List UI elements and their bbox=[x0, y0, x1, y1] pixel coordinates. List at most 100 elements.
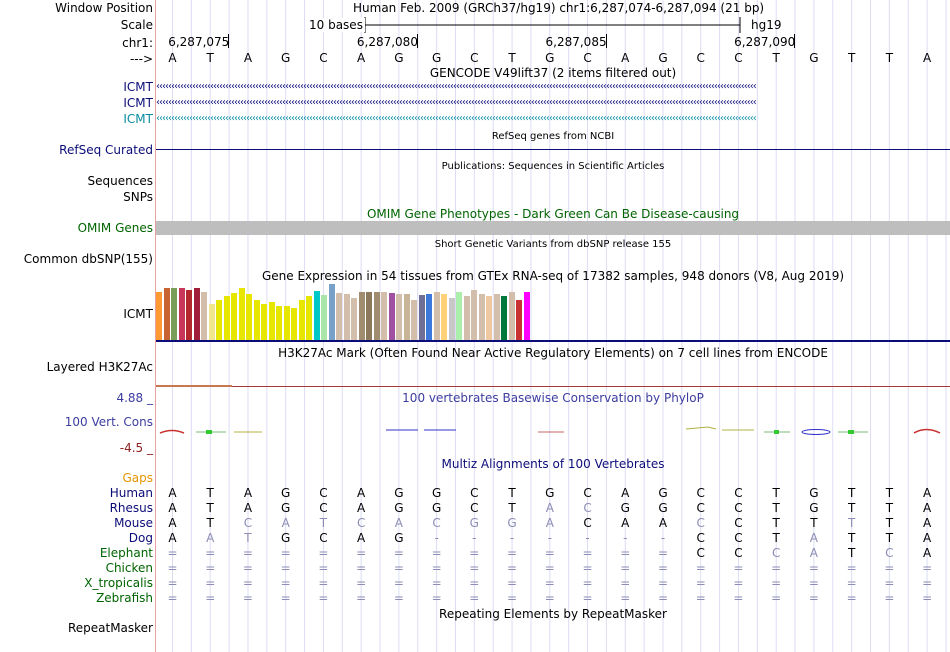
gtex-tissue-bar[interactable] bbox=[366, 292, 372, 340]
gtex-tissue-bar[interactable] bbox=[508, 292, 515, 340]
multiz-species-row[interactable]: = = = = = = = = = = = = = = = = = = = = = bbox=[156, 576, 950, 590]
gtex-tissue-bar[interactable] bbox=[418, 295, 425, 340]
repeatmasker-title[interactable]: Repeating Elements by RepeatMasker bbox=[439, 607, 667, 621]
multiz-species-label[interactable]: X_tropicalis bbox=[84, 576, 153, 590]
gtex-tissue-bar[interactable] bbox=[291, 308, 297, 340]
gtex-tissue-bar[interactable] bbox=[171, 288, 177, 340]
gtex-tissue-bar[interactable] bbox=[276, 306, 282, 340]
publications-sequences-label[interactable]: Sequences bbox=[87, 174, 153, 188]
gtex-tissue-bar[interactable] bbox=[306, 296, 312, 340]
window-position-value[interactable]: Human Feb. 2009 (GRCh37/hg19) chr1:6,287… bbox=[353, 1, 765, 15]
gtex-tissue-bar[interactable] bbox=[478, 294, 485, 340]
gtex-tissue-bar[interactable] bbox=[471, 290, 477, 340]
gtex-tissue-bar[interactable] bbox=[163, 288, 170, 340]
gtex-tissue-bar[interactable] bbox=[396, 294, 402, 340]
alignment-base: = bbox=[620, 591, 631, 605]
gtex-tissue-bar[interactable] bbox=[223, 296, 230, 340]
gtex-tissue-bar[interactable] bbox=[411, 300, 417, 340]
omim-label[interactable]: OMIM Genes bbox=[77, 221, 153, 235]
gtex-tissue-bar[interactable] bbox=[501, 296, 507, 340]
gtex-tissue-bar[interactable] bbox=[493, 294, 500, 340]
gtex-tissue-bar[interactable] bbox=[358, 292, 365, 340]
gtex-tissue-bar[interactable] bbox=[343, 294, 350, 340]
gtex-tissue-bar[interactable] bbox=[516, 300, 522, 340]
gtex-bar-chart[interactable] bbox=[156, 284, 950, 340]
gencode-transcript-label[interactable]: ICMT bbox=[123, 80, 153, 94]
dbsnp-label[interactable]: Common dbSNP(155) bbox=[23, 252, 153, 266]
gtex-tissue-bar[interactable] bbox=[373, 292, 380, 340]
gtex-tissue-bar[interactable] bbox=[351, 298, 357, 340]
multiz-species-label[interactable]: Zebrafish bbox=[96, 591, 153, 605]
gtex-tissue-bar[interactable] bbox=[336, 293, 342, 340]
gtex-gene-line[interactable] bbox=[156, 340, 950, 342]
gtex-tissue-bar[interactable] bbox=[448, 298, 455, 340]
gencode-transcript-label[interactable]: ICMT bbox=[123, 112, 153, 126]
gtex-tissue-bar[interactable] bbox=[253, 300, 260, 340]
refseq-label[interactable]: RefSeq Curated bbox=[59, 143, 153, 157]
h3k27ac-signal[interactable] bbox=[156, 386, 950, 387]
gtex-tissue-bar[interactable] bbox=[381, 292, 387, 340]
publications-snps-label[interactable]: SNPs bbox=[123, 190, 153, 204]
multiz-species-row[interactable]: = = = = = = = = = = = = = = C C C A T C A bbox=[156, 546, 950, 560]
multiz-species-label[interactable]: Dog bbox=[128, 531, 153, 545]
gtex-tissue-bar[interactable] bbox=[456, 292, 462, 340]
phylop-wiggle[interactable] bbox=[156, 420, 950, 440]
refseq-title[interactable]: RefSeq genes from NCBI bbox=[491, 131, 615, 142]
h3k27ac-label[interactable]: Layered H3K27Ac bbox=[46, 360, 153, 374]
gencode-transcript-label[interactable]: ICMT bbox=[123, 96, 153, 110]
omim-title[interactable]: OMIM Gene Phenotypes - Dark Green Can Be… bbox=[366, 207, 740, 221]
multiz-species-label[interactable]: Rhesus bbox=[109, 501, 153, 515]
gtex-title[interactable]: Gene Expression in 54 tissues from GTEx … bbox=[261, 269, 845, 283]
multiz-species-label[interactable]: Human bbox=[109, 486, 153, 500]
phylop-label[interactable]: 100 Vert. Cons bbox=[64, 415, 153, 429]
gtex-tissue-bar[interactable] bbox=[328, 284, 335, 340]
gtex-tissue-bar[interactable] bbox=[321, 295, 327, 340]
multiz-species-row[interactable]: = = = = = = = = = = = = = = = = = = = = = bbox=[156, 561, 950, 575]
repeatmasker-label[interactable]: RepeatMasker bbox=[67, 621, 153, 635]
gtex-tissue-bar[interactable] bbox=[238, 288, 245, 340]
gtex-tissue-bar[interactable] bbox=[216, 300, 222, 340]
gtex-tissue-bar[interactable] bbox=[463, 296, 470, 340]
gtex-tissue-bar[interactable] bbox=[186, 290, 192, 340]
gtex-tissue-bar[interactable] bbox=[403, 294, 410, 340]
multiz-title[interactable]: Multiz Alignments of 100 Vertebrates bbox=[441, 457, 665, 471]
multiz-species-label[interactable]: Mouse bbox=[114, 516, 153, 530]
gtex-tissue-bar[interactable] bbox=[441, 294, 447, 340]
dbsnp-title[interactable]: Short Genetic Variants from dbSNP releas… bbox=[434, 239, 672, 250]
gtex-tissue-bar[interactable] bbox=[193, 288, 200, 340]
gencode-transcript-line[interactable]: ‹‹‹‹‹‹‹‹‹‹‹‹‹‹‹‹‹‹‹‹‹‹‹‹‹‹‹‹‹‹‹‹‹‹‹‹‹‹‹‹… bbox=[156, 113, 757, 124]
gtex-tissue-bar[interactable] bbox=[426, 294, 432, 340]
gtex-tissue-bar[interactable] bbox=[208, 304, 215, 340]
gtex-tissue-bar[interactable] bbox=[313, 291, 320, 340]
gtex-tissue-bar[interactable] bbox=[156, 292, 162, 340]
gtex-tissue-bar[interactable] bbox=[433, 292, 440, 340]
gtex-tissue-bar[interactable] bbox=[231, 293, 237, 340]
gtex-tissue-bar[interactable] bbox=[201, 292, 207, 340]
gtex-tissue-bar[interactable] bbox=[388, 293, 395, 340]
h3k27ac-title[interactable]: H3K27Ac Mark (Often Found Near Active Re… bbox=[278, 346, 828, 360]
refseq-line[interactable] bbox=[156, 149, 950, 150]
gencode-title[interactable]: GENCODE V49lift37 (2 items filtered out) bbox=[429, 66, 677, 80]
multiz-species-label[interactable]: Elephant bbox=[99, 546, 153, 560]
gtex-tissue-bar[interactable] bbox=[178, 288, 185, 340]
multiz-species-row[interactable]: = = = = = = = = = = = = = = = = = = = = = bbox=[156, 591, 950, 605]
gtex-tissue-bar[interactable] bbox=[523, 292, 530, 340]
gencode-transcript-line[interactable]: ‹‹‹‹‹‹‹‹‹‹‹‹‹‹‹‹‹‹‹‹‹‹‹‹‹‹‹‹‹‹‹‹‹‹‹‹‹‹‹‹… bbox=[156, 81, 757, 92]
multiz-species-label[interactable]: Chicken bbox=[105, 561, 153, 575]
gtex-tissue-bar[interactable] bbox=[246, 294, 252, 340]
gencode-transcript-line[interactable]: ‹‹‹‹‹‹‹‹‹‹‹‹‹‹‹‹‹‹‹‹‹‹‹‹‹‹‹‹‹‹‹‹‹‹‹‹‹‹‹‹… bbox=[156, 97, 757, 108]
gtex-tissue-bar[interactable] bbox=[486, 296, 492, 340]
gtex-label[interactable]: ICMT bbox=[123, 307, 153, 321]
gtex-tissue-bar[interactable] bbox=[283, 306, 290, 340]
gtex-tissue-bar[interactable] bbox=[298, 300, 305, 340]
gtex-tissue-bar[interactable] bbox=[268, 302, 275, 340]
publications-title[interactable]: Publications: Sequences in Scientific Ar… bbox=[441, 161, 665, 172]
phylop-title[interactable]: 100 vertebrates Basewise Conservation by… bbox=[402, 391, 704, 405]
gtex-tissue-bar[interactable] bbox=[261, 304, 267, 340]
omim-feature-bar[interactable] bbox=[156, 221, 950, 235]
